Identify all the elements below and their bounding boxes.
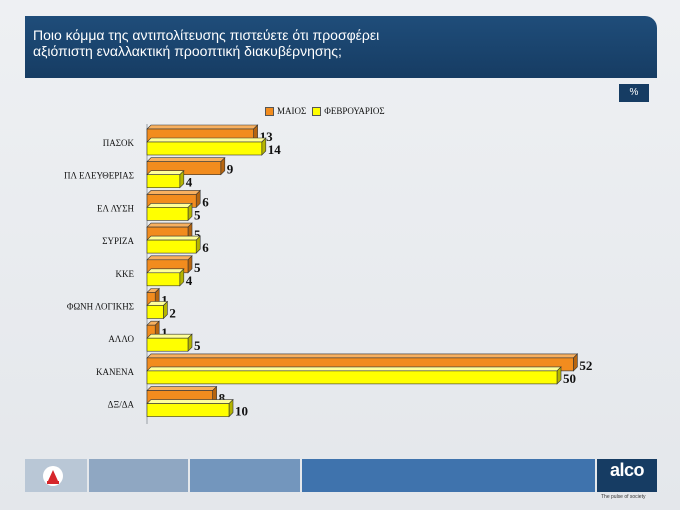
category-label: ΠΛ ΕΛΕΥΘΕΡΙΑΣ [64, 171, 134, 181]
bar-february [146, 366, 562, 385]
chart-title: Ποιο κόμμα της αντιπολίτευσης πιστεύετε … [33, 27, 379, 59]
legend-label-february: ΦΕΒΡΟΥΑΡΙΟΣ [324, 106, 385, 116]
footer-bar: alco [25, 459, 657, 492]
bar-february [146, 235, 201, 254]
bar-february [146, 169, 185, 189]
data-label-february: 10 [235, 404, 248, 419]
data-label-may: 9 [227, 162, 234, 177]
data-label-may: 1 [161, 325, 168, 340]
category-label: ΠΑΣΟΚ [103, 138, 135, 148]
footer-brand-box: alco [597, 459, 657, 492]
title-line-1: Ποιο κόμμα της αντιπολίτευσης πιστεύετε … [33, 27, 380, 43]
bar-february [146, 202, 193, 222]
footer-segment [302, 459, 595, 492]
data-label-may: 52 [579, 358, 592, 373]
title-line-2: αξιόπιστη εναλλακτική προοπτική διακυβέρ… [33, 43, 342, 59]
bar-february [146, 268, 185, 287]
bar-february [146, 398, 234, 418]
data-label-february: 4 [186, 273, 193, 288]
data-label-may: 5 [194, 227, 201, 242]
data-label-february: 6 [202, 240, 209, 255]
data-label-february: 50 [563, 371, 576, 386]
category-label: ΦΩΝΗ ΛΟΓΙΚΗΣ [67, 302, 134, 312]
category-label: ΔΞ/ΔΑ [108, 400, 135, 410]
brand-logo: alco [609, 460, 645, 480]
title-banner: Ποιο κόμμα της αντιπολίτευσης πιστεύετε … [25, 16, 657, 78]
legend-swatch-may [265, 106, 274, 116]
legend-swatch-february [312, 106, 322, 116]
category-label: ΚΚΕ [116, 269, 135, 279]
data-label-february: 5 [194, 338, 201, 353]
data-label-february: 2 [169, 306, 176, 321]
footer-segment [190, 459, 300, 492]
unit-badge: % [619, 84, 649, 102]
bar-february [146, 333, 193, 352]
bar-february [146, 137, 267, 156]
data-label-may: 5 [194, 260, 201, 275]
partner-logo-icon [43, 466, 63, 486]
legend-item-february: ΦΕΒΡΟΥΑΡΙΟΣ [312, 106, 385, 116]
data-label-february: 14 [268, 142, 282, 157]
category-label: ΚΑΝΕΝΑ [96, 367, 134, 377]
category-label: ΑΛΛΟ [108, 334, 134, 344]
legend: ΜΑΙΟΣ ΦΕΒΡΟΥΑΡΙΟΣ [265, 104, 385, 118]
footer-segment [25, 459, 87, 492]
data-label-may: 6 [202, 194, 209, 209]
category-label: ΣΥΡΙΖΑ [102, 236, 134, 246]
data-label-february: 5 [194, 207, 201, 222]
legend-item-may: ΜΑΙΟΣ [265, 106, 306, 116]
data-label-may: 1 [161, 293, 168, 308]
bar-february [146, 300, 169, 320]
brand-tagline: The pulse of society [601, 494, 646, 500]
data-label-may: 8 [219, 391, 226, 406]
category-label: ΕΛ ΛΥΣΗ [97, 203, 134, 213]
data-label-february: 4 [186, 175, 193, 190]
footer-segment [89, 459, 188, 492]
legend-label-may: ΜΑΙΟΣ [277, 106, 307, 116]
